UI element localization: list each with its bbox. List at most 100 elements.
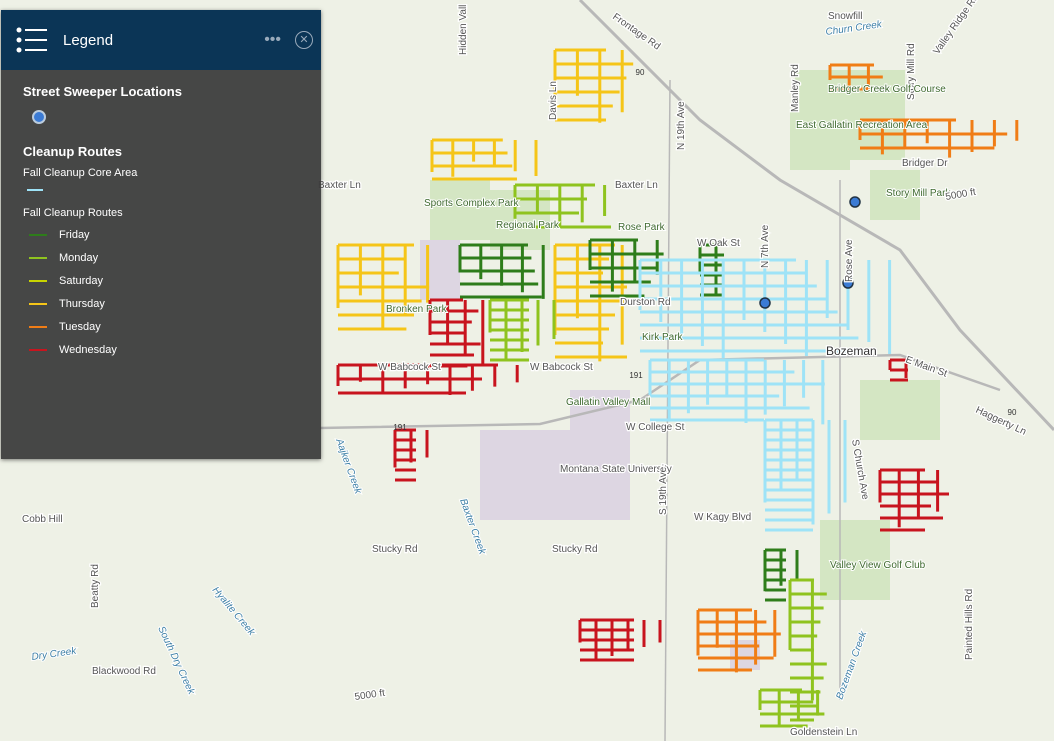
legend-item: Monday [29,246,321,269]
map-label: Durston Rd [620,297,671,308]
route [648,358,825,425]
map-label: Bozeman [826,344,877,358]
map-label: Rose Park [618,222,666,233]
route [888,358,908,382]
legend-label: Monday [59,251,99,264]
legend-label: Thursday [59,297,105,310]
legend-swatch [29,325,47,328]
map-label: Sports Complex Park [424,198,519,209]
legend-item: Friday [29,223,321,246]
highway-shield: 90 [636,68,645,77]
route [758,688,825,728]
map-label: Goldenstein Ln [790,727,857,738]
highway-shield: 191 [629,371,643,380]
sweeper-location[interactable] [849,196,861,208]
routes-title: Fall Cleanup Routes [23,207,123,219]
map-label: Valley View Golf Club [830,560,926,571]
map-label: Stucky Rd [372,544,418,555]
map-label: Stucky Rd [552,544,598,555]
core-area-swatch [27,189,43,191]
route [336,243,430,331]
map-label: Bridger Dr [902,158,948,169]
route [458,243,545,299]
routes [336,48,1019,728]
legend-icon [16,27,47,53]
route [763,548,799,602]
legend-swatch [29,302,47,305]
legend-header: Legend ••• ✕ [1,10,321,70]
legend-title: Legend [63,31,114,49]
legend-item: Tuesday [29,315,321,338]
route [788,578,827,722]
route [336,363,519,395]
route [428,298,485,368]
sweeper-location[interactable] [759,297,771,309]
route [553,48,634,123]
route [858,118,1019,158]
map-label: W Babcock St [378,362,441,373]
map-label: Davis Ln [548,81,559,120]
map-label: Bronken Park [386,304,448,315]
route [430,138,538,181]
legend-swatch [29,279,47,282]
map-label: Montana State University [560,464,672,475]
route [828,63,883,92]
legend-swatch [29,256,47,259]
legend-swatch [29,233,47,236]
section-title: Street Sweeper Locations [23,84,182,99]
map-label: Baxter Ln [615,180,658,191]
sweepers [759,196,861,309]
legend-item: Wednesday [29,338,321,361]
map-label: N 19th Ave [676,101,687,150]
map-label: Story Mill Rd [906,43,917,100]
map-label: East Gallatin Recreation Area [796,120,928,131]
legend-label: Wednesday [59,343,117,356]
map-label: S 19th Ave [658,466,669,515]
map-label: Blackwood Rd [92,666,156,677]
route [696,608,781,673]
legend-item: Saturday [29,269,321,292]
legend-panel: Legend ••• ✕ Street Sweeper Locations Cl… [1,10,321,459]
map-label: W Babcock St [530,362,593,373]
route [553,243,627,362]
legend-item: Thursday [29,292,321,315]
map-label: Manley Rd [790,64,801,112]
legend-label: Saturday [59,274,104,287]
map-label: N 7th Ave [760,224,771,268]
core-area-label: Fall Cleanup Core Area [23,167,138,179]
route [588,238,664,298]
map-label: Hidden Vall [458,5,469,55]
map-label: Cobb Hill [22,514,63,525]
route [763,418,847,532]
map-label: Gallatin Valley Mall [566,397,650,408]
legend-items: Friday Monday Saturday Thursday Tuesday Wedne… [1,223,321,361]
map-label: Painted Hills Rd [964,589,975,660]
highway-shield: 191 [393,423,407,432]
route [878,468,949,532]
map-label: Kirk Park [642,332,684,343]
close-button[interactable]: ✕ [295,31,313,49]
section-title: Cleanup Routes [23,144,122,159]
legend-label: Friday [59,228,90,241]
map-label: Beatty Rd [90,564,101,608]
menu-button[interactable]: ••• [264,31,281,48]
sweeper-location[interactable] [842,277,854,289]
map-label: Snowfill [828,11,862,22]
map-label: Regional Park [496,220,560,231]
map-label: W College St [626,422,685,433]
map-label: Bridger Creek Golf Course [828,84,946,95]
map-label: Baxter Ln [318,180,361,191]
map-label: W Kagy Blvd [694,512,751,523]
route [488,298,556,362]
map-label: Story Mill Park [886,188,951,199]
sweeper-symbol [32,110,46,124]
route [638,258,892,358]
highway-shield: 90 [1008,408,1017,417]
route [513,183,611,229]
map-label: W Oak St [697,238,740,249]
route [578,618,662,662]
legend-swatch [29,348,47,351]
map-label: Rose Ave [844,239,855,282]
